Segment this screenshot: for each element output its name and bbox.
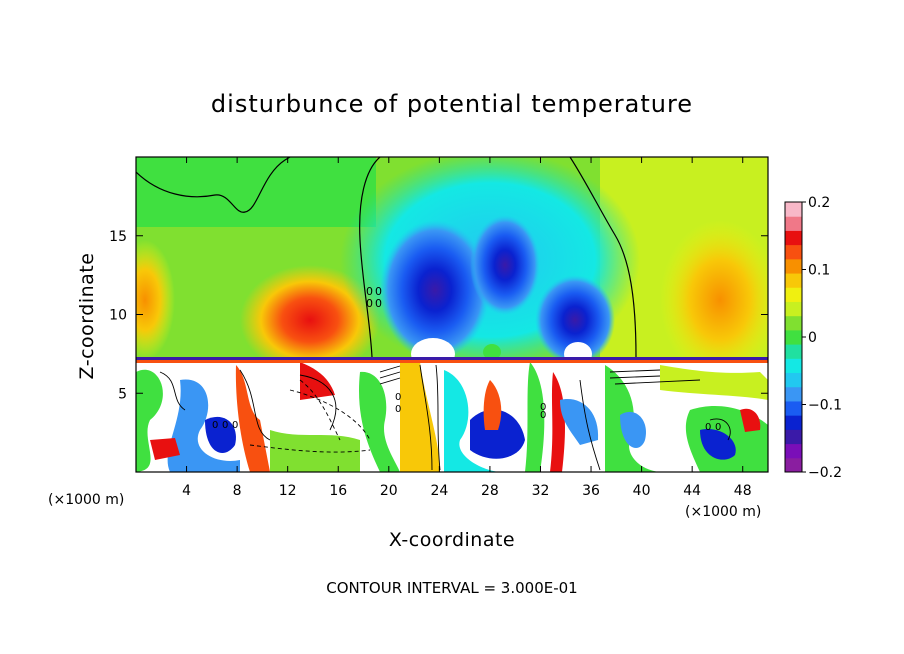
colorbar-swatch — [785, 443, 802, 459]
x-tick-label: 28 — [481, 483, 499, 499]
x-tick-label: 8 — [233, 483, 242, 499]
colorbar-swatch — [785, 372, 802, 388]
y-axis-title: Z-coordinate — [76, 253, 98, 380]
y-tick-label: 5 — [118, 386, 127, 402]
colorbar-swatch — [785, 386, 802, 402]
colorbar-swatch — [785, 429, 802, 445]
contour-label-0: 0 — [375, 285, 382, 298]
negative-anomaly-east — [535, 275, 615, 365]
y-axis: 5 10 15 — [109, 229, 768, 402]
x-tick-label: 24 — [430, 483, 448, 499]
contour-interval-note: CONTOUR INTERVAL = 3.000E-01 — [326, 579, 577, 597]
positive-anomaly-main — [240, 265, 380, 375]
zero-contour-mid — [359, 157, 381, 358]
y-tick-label: 10 — [109, 308, 127, 324]
x-unit-left: (×1000 m) — [48, 492, 124, 508]
colorbar-swatch — [785, 202, 802, 217]
negative-anomaly-center — [470, 215, 540, 315]
positive-anomaly-left-edge — [136, 240, 175, 360]
colorbar-swatch — [785, 329, 802, 345]
positive-anomaly-right — [660, 220, 768, 380]
contour-label-0: 0 — [366, 285, 373, 298]
x-unit-right: (×1000 m) — [685, 504, 761, 520]
svg-text:0: 0 — [212, 420, 218, 431]
colorbar: 0.2 0.1 0 −0.1 −0.2 — [784, 195, 842, 481]
negative-anomaly-west — [380, 220, 490, 360]
x-tick-label: 40 — [633, 483, 651, 499]
x-tick-label: 4 — [182, 483, 191, 499]
colorbar-tick-label: −0.1 — [808, 398, 842, 414]
svg-text:0: 0 — [540, 402, 546, 413]
zero-contour-left — [136, 157, 291, 213]
x-tick-label: 36 — [582, 483, 600, 499]
colorbar-swatch — [785, 287, 802, 302]
colorbar-swatch — [785, 358, 802, 374]
svg-text:0: 0 — [540, 410, 546, 421]
contour-label-0: 0 — [375, 297, 382, 310]
x-axis-title: X-coordinate — [389, 529, 515, 551]
x-axis: 4 8 12 16 20 24 28 32 36 40 44 48 — [182, 157, 752, 499]
colorbar-swatch — [785, 400, 802, 416]
colorbar-swatch — [785, 273, 802, 288]
colorbar-swatch — [785, 301, 802, 317]
x-tick-label: 44 — [683, 483, 701, 499]
svg-text:0: 0 — [715, 422, 721, 433]
svg-text:0: 0 — [395, 404, 401, 415]
colorbar-tick-label: 0.2 — [808, 195, 830, 211]
x-tick-label: 16 — [329, 483, 347, 499]
x-tick-label: 32 — [532, 483, 550, 499]
svg-text:0: 0 — [232, 420, 238, 431]
colorbar-swatch — [785, 415, 802, 430]
chart-title: disturbunce of potential temperature — [211, 90, 693, 118]
contour-label-0: 0 — [366, 297, 373, 310]
svg-text:0: 0 — [222, 420, 228, 431]
svg-text:0: 0 — [705, 422, 711, 433]
x-tick-label: 48 — [734, 483, 752, 499]
zero-contour-right — [569, 157, 637, 358]
svg-text:0: 0 — [395, 392, 401, 403]
colorbar-tick-label: −0.2 — [808, 465, 842, 481]
colorbar-swatch — [785, 457, 802, 473]
colorbar-swatch — [785, 230, 802, 246]
colorbar-swatch — [785, 344, 802, 359]
colorbar-swatch — [785, 258, 802, 274]
colorbar-swatch — [785, 216, 802, 231]
plot-area: 0 0 0 0 — [136, 157, 768, 472]
colorbar-tick-label: 0 — [808, 330, 817, 346]
x-tick-label: 12 — [279, 483, 297, 499]
colorbar-swatch — [785, 244, 802, 260]
hill-green — [483, 344, 501, 360]
upper-field-left-band — [136, 157, 376, 227]
y-tick-label: 15 — [109, 229, 127, 245]
x-tick-label: 20 — [380, 483, 398, 499]
colorbar-tick-label: 0.1 — [808, 263, 830, 279]
colorbar-swatch — [785, 315, 802, 331]
contour-zero-labels: 0 0 0 0 — [366, 285, 382, 310]
